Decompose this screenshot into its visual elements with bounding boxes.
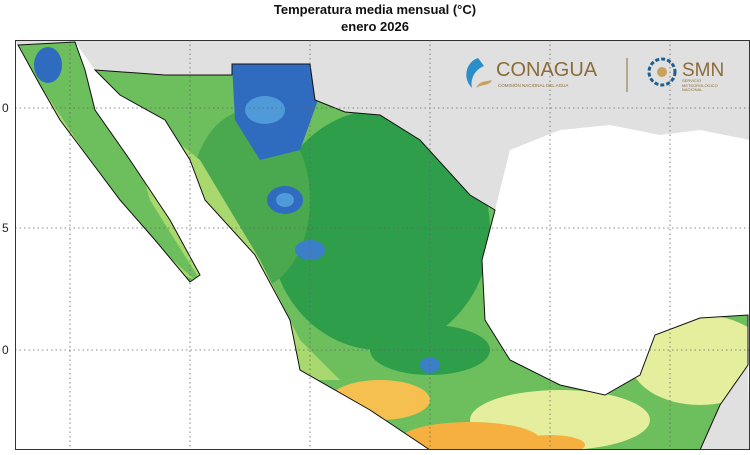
smn-subtext-box: SERVICIO METEOROLÓGICO NACIONAL [682,79,718,92]
lat-label: 0 [2,101,9,115]
smn-icon-center [657,67,667,77]
lat-label: 0 [2,343,9,357]
smn-wordmark: SMN [682,60,724,81]
usa-land [15,40,750,210]
smn-subtext: SERVICIO METEOROLÓGICO NACIONAL [682,79,718,92]
graticule [15,40,750,450]
logos: CONAGUA COMISIÓN NACIONAL DEL AGUA SMN S… [466,57,724,92]
conagua-icon [466,58,484,88]
map-area [15,40,750,450]
smn-icon [647,57,677,87]
conagua-icon-wave [476,80,492,88]
coastline [17,41,749,450]
title-band [0,0,750,40]
conagua-subtext: COMISIÓN NACIONAL DEL AGUA [498,82,568,88]
lat-label: 5 [2,221,9,235]
conagua-wordmark: CONAGUA [496,59,598,81]
map-title: Temperatura media mensual (°C) [274,2,476,17]
map-subtitle: enero 2026 [341,19,409,34]
